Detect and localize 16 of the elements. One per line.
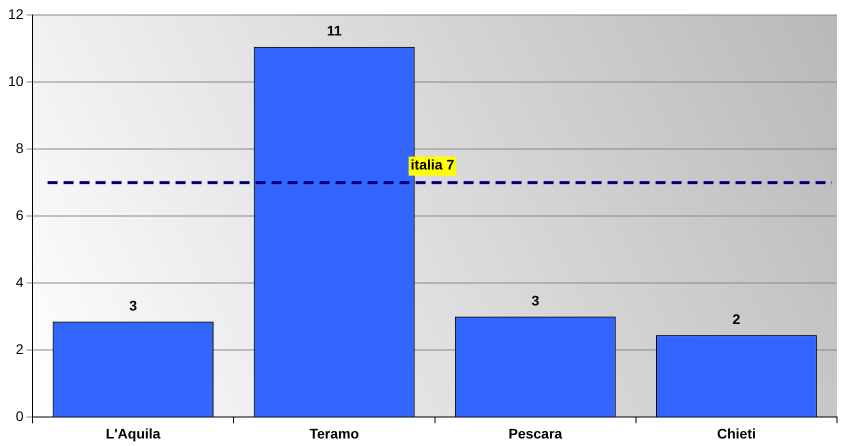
data-label: 3	[129, 298, 138, 314]
y-tick-label: 8	[16, 140, 24, 156]
x-tick-label: L'Aquila	[106, 425, 161, 442]
y-tick-label: 10	[8, 72, 24, 89]
y-tick-label: 2	[16, 341, 24, 358]
x-tick-label: Teramo	[309, 425, 360, 442]
data-label: 2	[732, 310, 741, 327]
y-tick-label: 4	[16, 274, 24, 290]
y-tick-label: 0	[16, 408, 24, 424]
data-label: 3	[531, 292, 540, 309]
y-tick-label: 6	[16, 206, 24, 223]
x-tick-label: Chieti	[717, 425, 756, 442]
ref-line-label: italia 7	[410, 156, 454, 172]
x-tick-label: Pescara	[508, 425, 562, 442]
y-tick-label: 12	[8, 6, 24, 22]
data-label: 11	[326, 22, 342, 39]
